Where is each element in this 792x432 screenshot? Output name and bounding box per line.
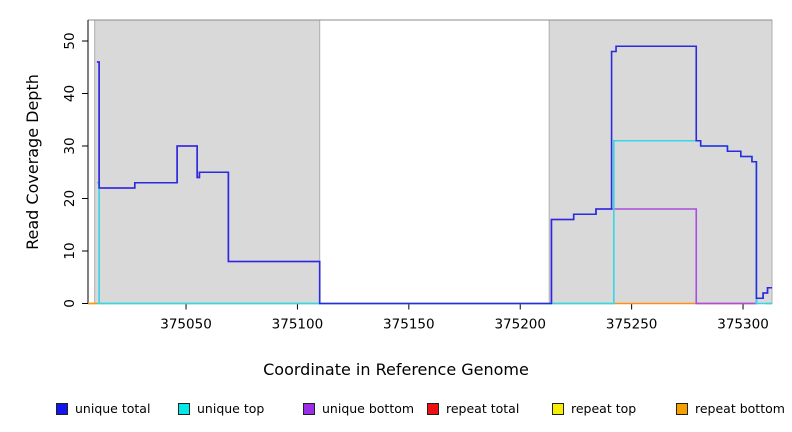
repeat-total-swatch-icon [427,402,439,415]
svg-text:375100: 375100 [272,317,324,333]
svg-text:0: 0 [62,299,78,308]
legend-label: unique total [75,401,151,416]
svg-text:375250: 375250 [606,317,658,333]
coverage-plot-canvas: 375050 375100 375150 375200 375250 375300 0 10 2… [62,19,773,333]
legend-label: unique bottom [322,401,415,416]
legend-label: unique top [197,401,265,416]
svg-text:50: 50 [62,32,78,49]
svg-text:375200: 375200 [494,317,546,333]
x-axis-title: Coordinate in Reference Genome [263,360,529,379]
svg-text:10: 10 [62,242,78,259]
svg-text:375150: 375150 [383,317,435,333]
legend-label: repeat bottom [695,401,785,416]
data-series-lines [88,45,772,305]
shaded-regions [94,19,773,304]
svg-text:375050: 375050 [160,317,212,333]
unique-bottom-swatch-icon [303,402,315,415]
legend-label: repeat top [571,401,637,416]
unique-total-swatch-icon [56,402,68,415]
legend-item-unique-total: unique total [56,401,178,416]
svg-text:375300: 375300 [717,317,769,333]
y-axis-title: Read Coverage Depth [23,74,42,250]
legend-item-repeat-top: repeat top [552,401,676,416]
legend-item-unique-top: unique top [178,401,303,416]
unique-top-swatch-icon [178,402,190,415]
repeat-bottom-swatch-icon [676,402,688,415]
legend: unique total unique top unique bottom re… [56,401,785,416]
svg-text:20: 20 [62,190,78,207]
legend-item-repeat-total: repeat total [427,401,552,416]
legend-item-repeat-bottom: repeat bottom [676,401,785,416]
svg-text:30: 30 [62,137,78,154]
legend-item-unique-bottom: unique bottom [303,401,427,416]
legend-label: repeat total [446,401,520,416]
repeat-top-swatch-icon [552,402,564,415]
svg-text:40: 40 [62,85,78,102]
